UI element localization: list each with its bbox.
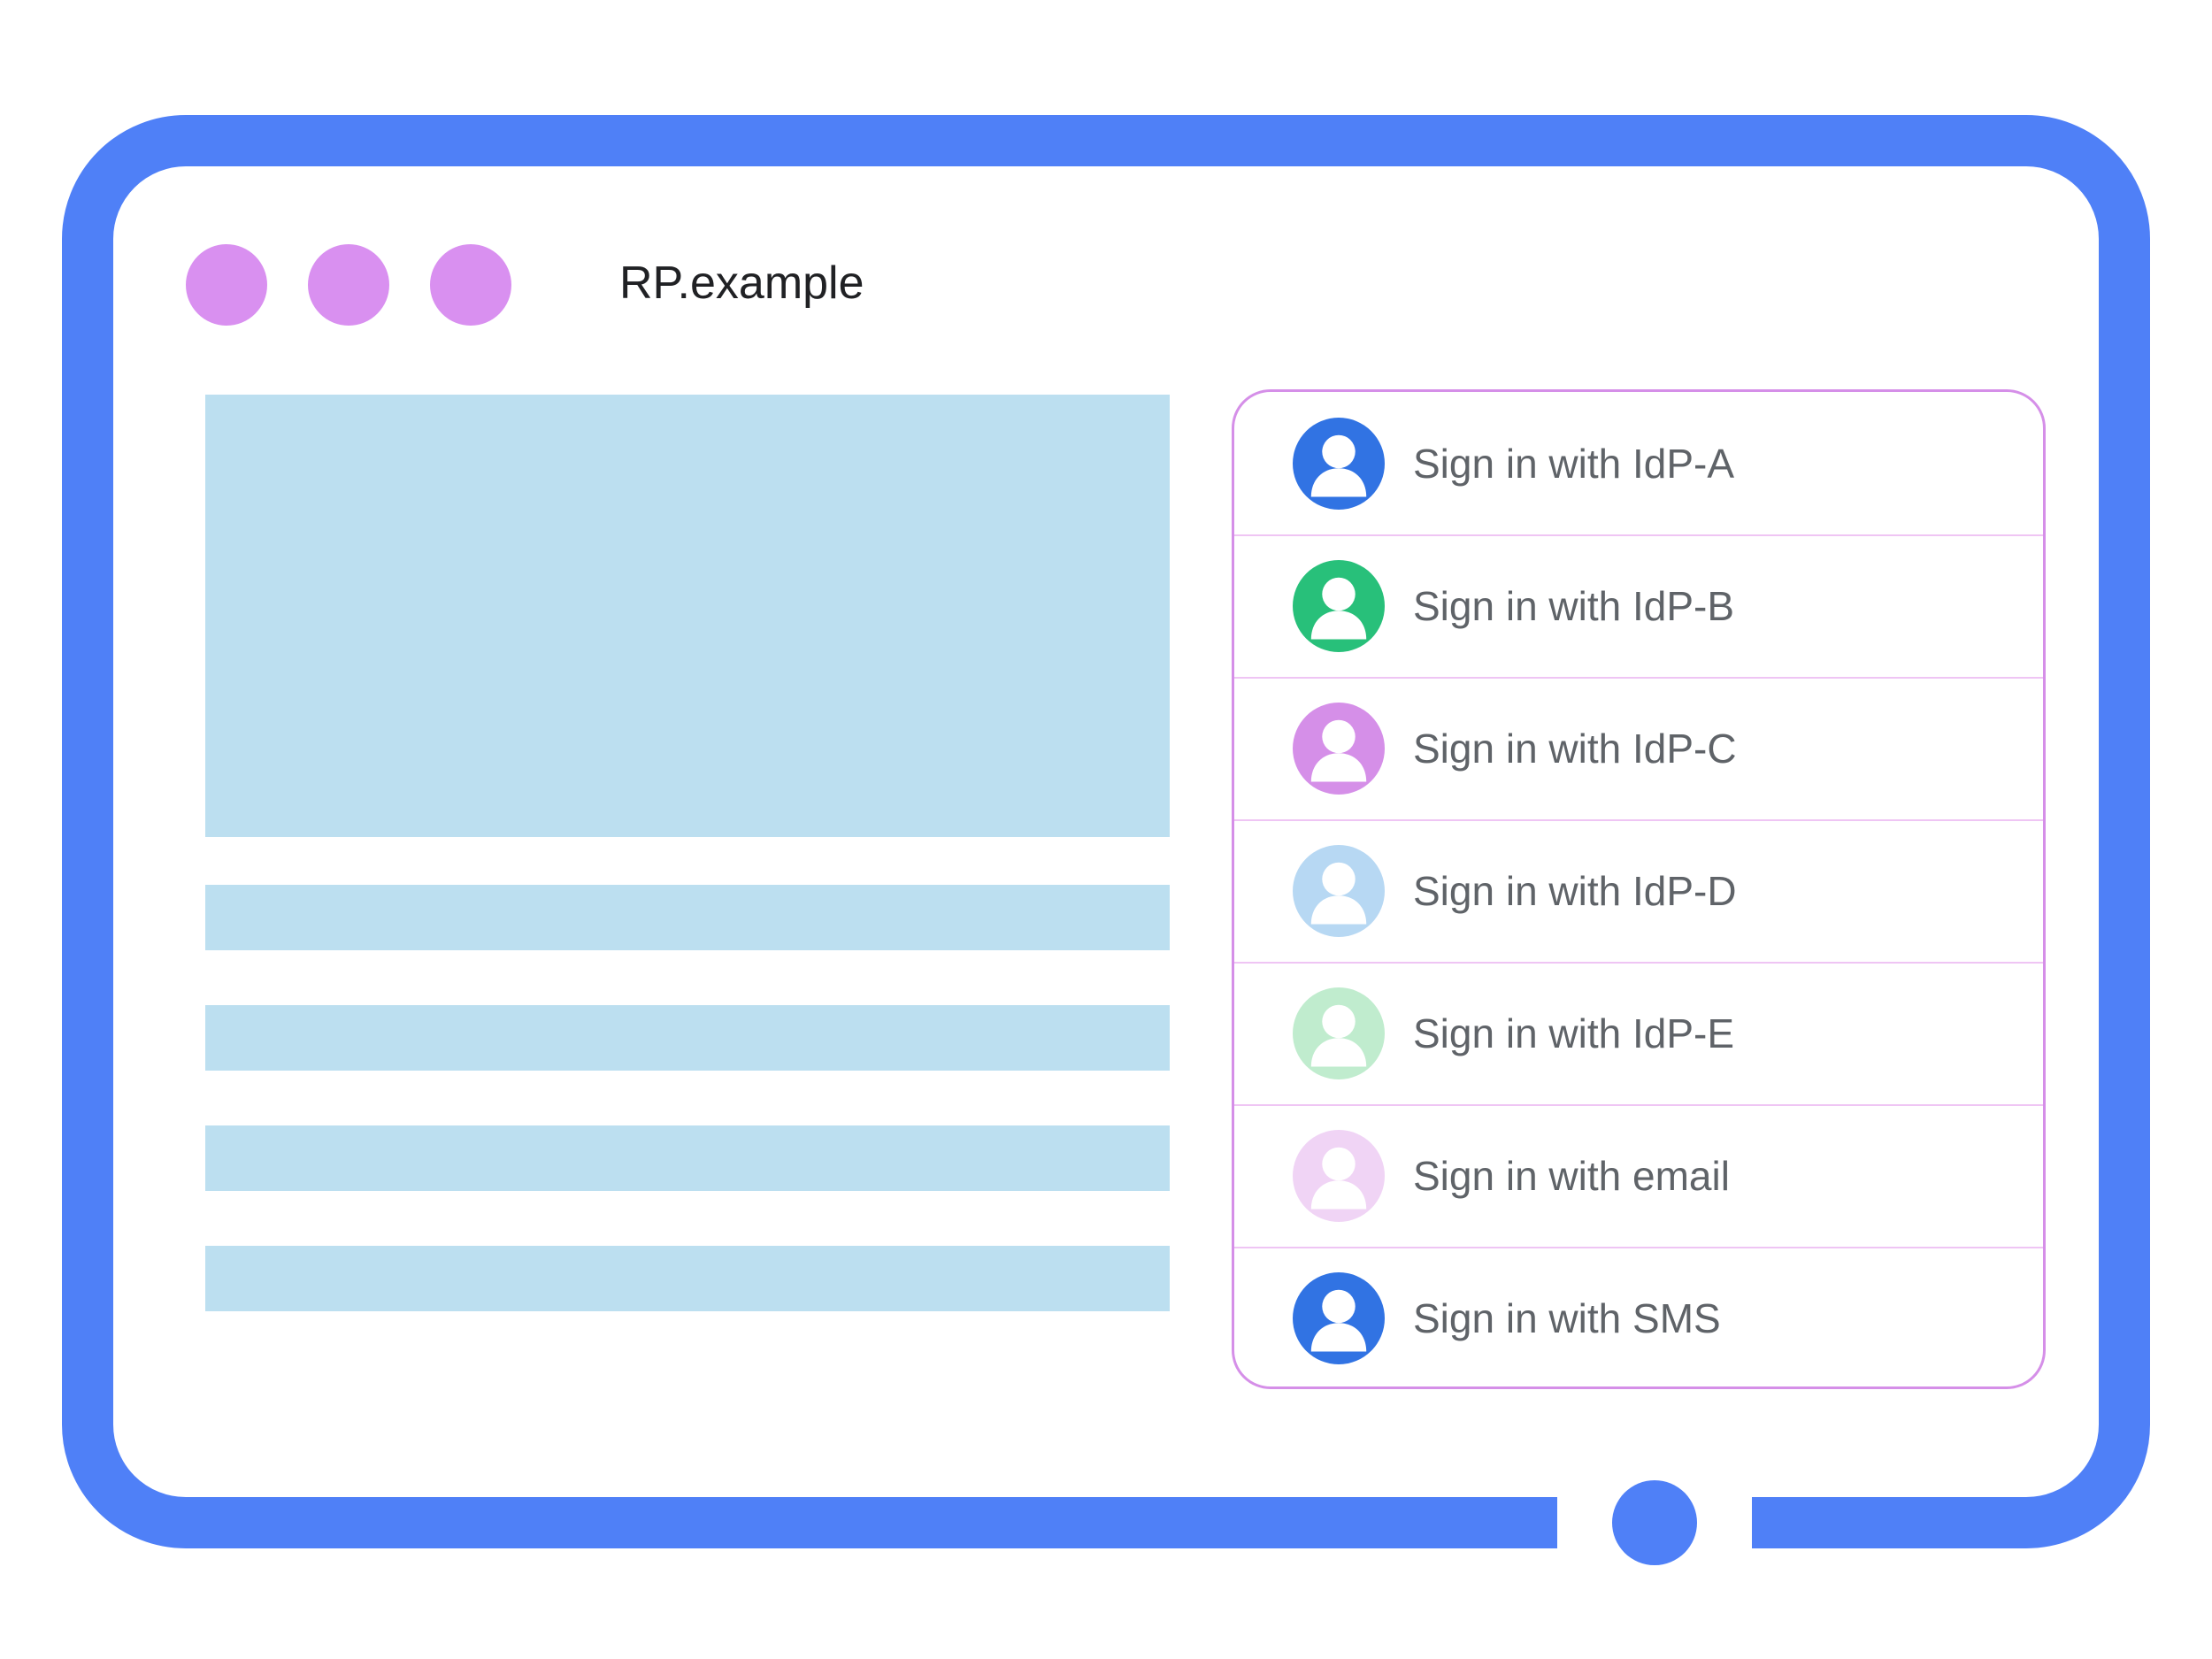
signin-option-email[interactable]: Sign in with email (1234, 1104, 2043, 1247)
signin-option-idp-d[interactable]: Sign in with IdP-D (1234, 819, 2043, 962)
content-line-placeholder (205, 1005, 1170, 1071)
user-icon (1293, 560, 1385, 652)
signin-option-idp-a[interactable]: Sign in with IdP-A (1234, 392, 2043, 534)
content-line-placeholder (205, 885, 1170, 950)
divider (1234, 819, 2043, 821)
content-hero-placeholder (205, 395, 1170, 837)
signin-option-idp-c[interactable]: Sign in with IdP-C (1234, 677, 2043, 819)
content-line-placeholder (205, 1125, 1170, 1191)
divider (1234, 962, 2043, 964)
signin-option-idp-b[interactable]: Sign in with IdP-B (1234, 534, 2043, 677)
divider (1234, 677, 2043, 679)
window-control-dot-icon (430, 244, 511, 326)
address-bar-text: RP.example (619, 257, 864, 310)
user-icon (1293, 703, 1385, 795)
signin-option-label: Sign in with IdP-B (1413, 582, 1734, 630)
signin-option-label: Sign in with SMS (1413, 1294, 1721, 1342)
user-icon (1293, 418, 1385, 510)
divider (1234, 1247, 2043, 1248)
signin-option-label: Sign in with IdP-E (1413, 1010, 1734, 1057)
signin-option-label: Sign in with IdP-C (1413, 725, 1737, 772)
window-control-dot-icon (308, 244, 389, 326)
user-icon (1293, 987, 1385, 1079)
user-icon (1293, 1130, 1385, 1222)
signin-option-label: Sign in with IdP-A (1413, 440, 1734, 488)
signin-option-label: Sign in with IdP-D (1413, 867, 1737, 915)
user-icon (1293, 845, 1385, 937)
user-icon (1293, 1272, 1385, 1364)
signin-option-idp-e[interactable]: Sign in with IdP-E (1234, 962, 2043, 1104)
signin-panel: Sign in with IdP-A Sign in with IdP-B Si… (1232, 389, 2046, 1389)
signin-option-label: Sign in with email (1413, 1152, 1730, 1200)
cursor-dot-icon (1612, 1480, 1697, 1565)
divider (1234, 534, 2043, 536)
window-control-dot-icon (186, 244, 267, 326)
divider (1234, 1104, 2043, 1106)
content-line-placeholder (205, 1246, 1170, 1311)
signin-option-sms[interactable]: Sign in with SMS (1234, 1247, 2043, 1389)
